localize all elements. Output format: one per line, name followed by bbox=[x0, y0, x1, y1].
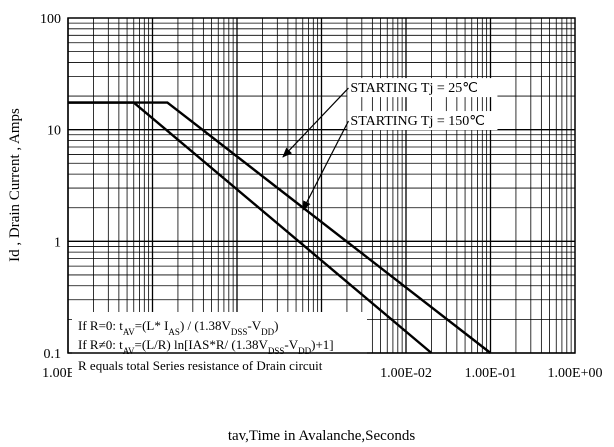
callout-label-tj-25: STARTING Tj = 25℃ bbox=[350, 81, 478, 96]
x-tick-label: 1.00E+00 bbox=[548, 366, 603, 381]
note-line-3: R equals total Series resistance of Drai… bbox=[78, 358, 323, 373]
x-tick-label: 1.00E-02 bbox=[380, 366, 432, 381]
plot-frame bbox=[67, 17, 576, 354]
y-axis-title: Id , Drain Current , Amps bbox=[7, 108, 23, 262]
y-tick-labels: 0.1 1 10 100 bbox=[40, 12, 61, 362]
note-line-2: If R≠0: tAV=(L/R) ln[IAS*R/ (1.38VDSS-VD… bbox=[78, 337, 334, 356]
callout-box bbox=[347, 111, 498, 131]
grid bbox=[67, 18, 575, 354]
y-tick-label: 10 bbox=[47, 124, 61, 139]
callouts: STARTING Tj = 25℃ STARTING Tj = 150℃ bbox=[282, 78, 498, 212]
series-lines bbox=[68, 101, 492, 354]
callout-box bbox=[347, 78, 498, 98]
note-line-1: If R=0: tAV=(L* IAS) / (1.38VDSS-VDD) bbox=[78, 318, 278, 337]
x-axis-title: tav,Time in Avalanche,Seconds bbox=[228, 428, 415, 444]
series-line-tj-150 bbox=[68, 101, 433, 354]
callout-label-tj-150: STARTING Tj = 150℃ bbox=[350, 114, 485, 129]
callout-arrow bbox=[282, 87, 349, 158]
y-tick-label: 1 bbox=[54, 235, 61, 250]
callout-arrow bbox=[302, 120, 349, 212]
y-tick-label: 100 bbox=[40, 12, 61, 27]
note-box bbox=[72, 312, 367, 378]
formula-note: If R=0: tAV=(L* IAS) / (1.38VDSS-VDD) If… bbox=[72, 312, 367, 378]
y-tick-label: 0.1 bbox=[44, 347, 62, 362]
x-tick-label: 1.00E-01 bbox=[465, 366, 517, 381]
